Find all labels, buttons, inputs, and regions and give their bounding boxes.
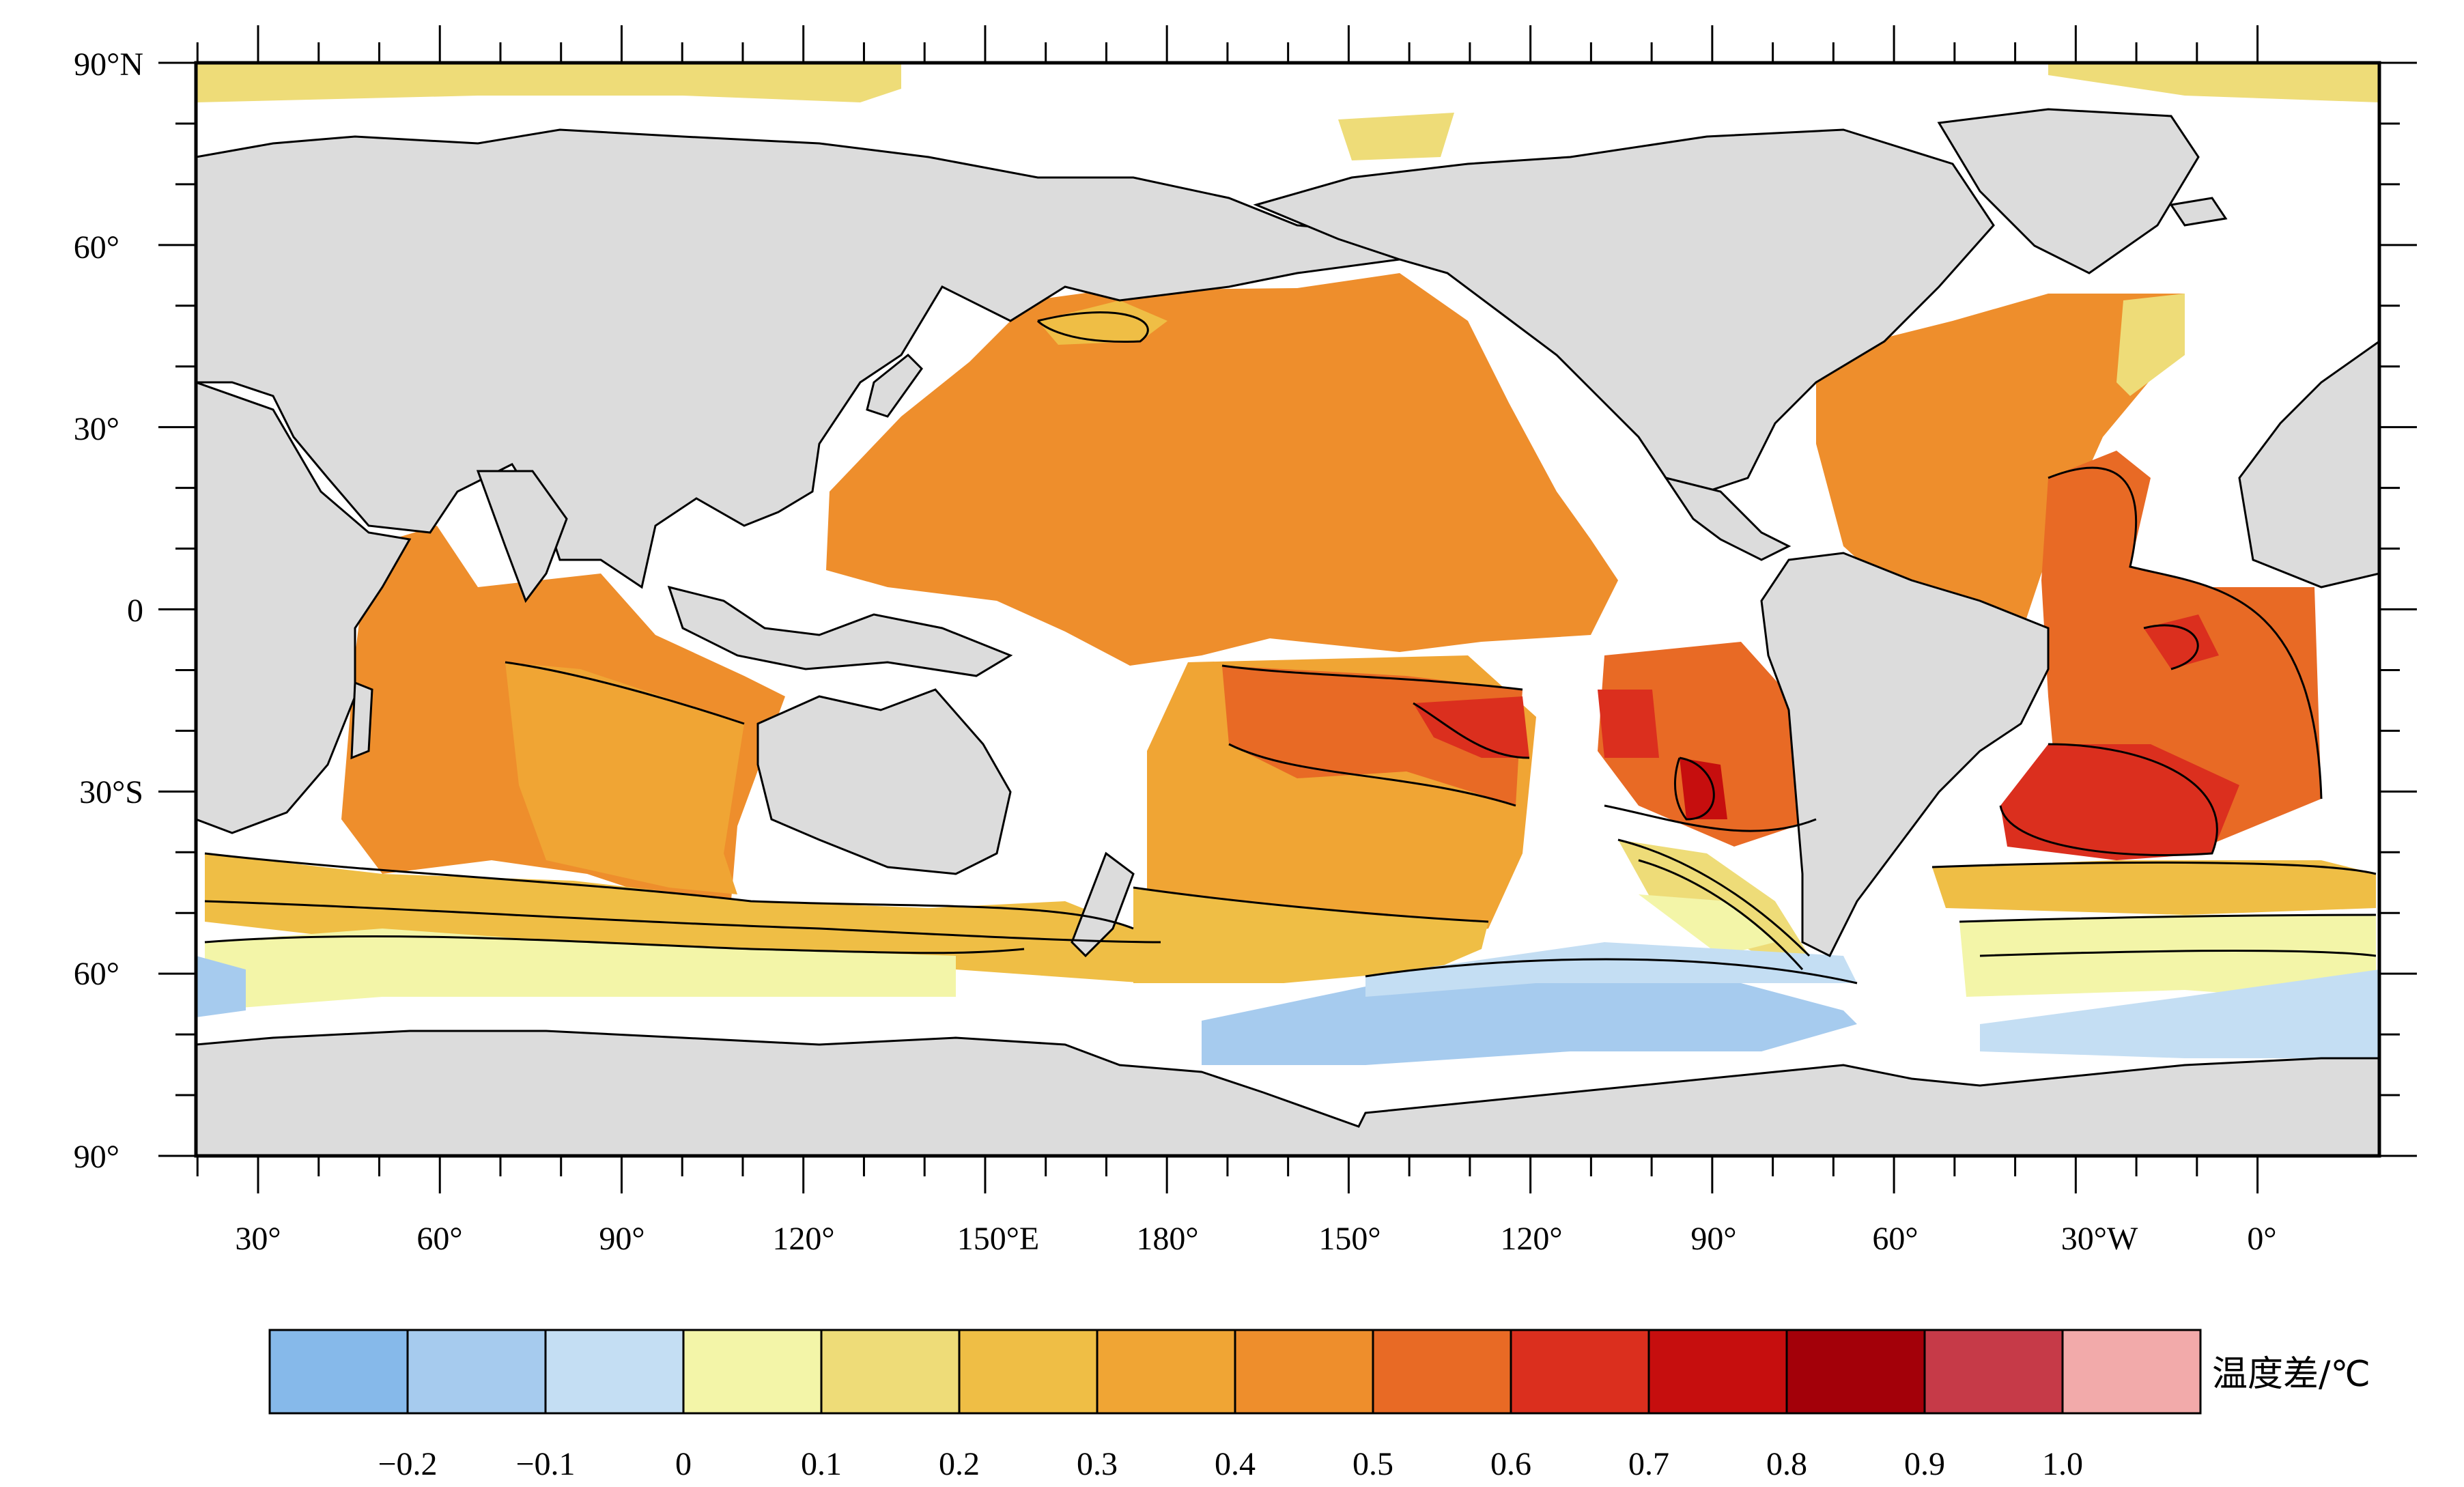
land-central-america xyxy=(1663,476,1792,561)
lon-label-60e: 60° xyxy=(416,1221,462,1257)
colorbar xyxy=(268,1329,2202,1415)
longitude-labels: 30° 60° 90° 120° 150°E 180° 150° 120° 90… xyxy=(235,1221,2276,1257)
land-africa xyxy=(196,381,412,834)
lon-label-30e: 30° xyxy=(235,1221,281,1257)
colorbar-swatch xyxy=(1234,1329,1374,1415)
colorbar-swatch xyxy=(820,1329,961,1415)
field-atlantic-0.6-mid xyxy=(2144,614,2219,669)
lat-label-60n: 60° xyxy=(74,229,119,266)
land-japan xyxy=(866,353,923,418)
colorbar-swatch xyxy=(958,1329,1099,1415)
colorbar-tick-label: 0.9 xyxy=(1904,1446,1945,1482)
field-indian-sector-neg xyxy=(196,956,246,1017)
latitude-labels: 90°N 60° 30° 0 30°S 60° 90° xyxy=(74,46,143,1175)
colorbar-tick-label: 0 xyxy=(675,1446,692,1482)
lon-label-150e: 150°E xyxy=(957,1221,1040,1257)
colorbar-swatch xyxy=(1923,1329,2064,1415)
colorbar-tick-label: 0.4 xyxy=(1215,1446,1256,1482)
sst-difference-map xyxy=(196,63,2379,1156)
colorbar-tick-labels: −0.2 −0.1 0 0.1 0.2 0.3 0.4 0.5 0.6 0.7 0.8 0.9 1.0 xyxy=(378,1446,2083,1482)
colorbar-swatch xyxy=(682,1329,823,1415)
colorbar-swatch xyxy=(1647,1329,1788,1415)
field-south-pacific-0.3 xyxy=(1133,888,1488,983)
field-arctic-strip-1 xyxy=(196,63,901,102)
field-se-pacific-0.6 xyxy=(1598,690,1659,758)
field-se-pacific-0.1 xyxy=(1639,894,1775,956)
colorbar-tick-label: 0.7 xyxy=(1628,1446,1669,1482)
colorbar-swatch xyxy=(406,1329,547,1415)
lon-label-180: 180° xyxy=(1136,1221,1198,1257)
field-southern-indian-0.2 xyxy=(205,853,1147,983)
field-atlantic-sector-neg xyxy=(1980,969,2379,1058)
colorbar-tick-label: −0.2 xyxy=(378,1446,437,1482)
lon-label-120e: 120° xyxy=(772,1221,834,1257)
colorbar-tick-label: 0.8 xyxy=(1766,1446,1807,1482)
land-africa-west xyxy=(2238,340,2379,589)
colorbar-swatch xyxy=(1096,1329,1236,1415)
colorbar-tick-label: 0.5 xyxy=(1353,1446,1393,1482)
contour-lines xyxy=(204,311,2377,985)
colorbar-tick-label: 0.6 xyxy=(1490,1446,1531,1482)
lat-label-90s: 90° xyxy=(74,1139,119,1175)
field-se-pacific-0.7 xyxy=(1680,758,1727,819)
land-australia xyxy=(756,688,1012,875)
colorbar-tick-label: 0.2 xyxy=(939,1446,980,1482)
lat-label-eq: 0 xyxy=(127,593,143,629)
land-greenland xyxy=(1937,108,2200,274)
land-maritime-continent xyxy=(667,585,1013,677)
colorbar-tick-label: 1.0 xyxy=(2042,1446,2083,1482)
field-arctic-strip-3 xyxy=(1338,113,1454,160)
field-southern-ocean-0.1 xyxy=(205,929,956,1010)
lon-label-90w: 90° xyxy=(1690,1221,1736,1257)
land-masses xyxy=(196,108,2379,1156)
colorbar-swatch xyxy=(1785,1329,1926,1415)
field-indian-0.3 xyxy=(505,662,744,894)
lon-label-150w: 150° xyxy=(1318,1221,1380,1257)
land-madagascar xyxy=(350,681,373,760)
field-south-pacific-0.5 xyxy=(1222,666,1523,806)
lon-label-30w: 30°W xyxy=(2061,1221,2138,1257)
colorbar-swatch xyxy=(268,1329,409,1415)
colorbar-swatch xyxy=(1510,1329,1650,1415)
lat-label-30s: 30°S xyxy=(79,774,143,810)
field-north-atlantic-0.2 xyxy=(2116,294,2185,396)
field-south-pacific-0.6 xyxy=(1413,696,1529,758)
land-north-america xyxy=(1253,128,1995,493)
axis-ticks xyxy=(158,25,2417,1193)
field-arctic-strip-2 xyxy=(2048,63,2379,102)
colorbar-swatch xyxy=(1372,1329,1512,1415)
colorbar-tick-label: 0.1 xyxy=(801,1446,842,1482)
colorbar-swatch xyxy=(2061,1329,2202,1415)
lon-label-0: 0° xyxy=(2247,1221,2276,1257)
colorbar-tick-label: −0.1 xyxy=(515,1446,575,1482)
land-eurasia xyxy=(196,128,1402,589)
colorbar-title: 温度差/℃ xyxy=(2212,1354,2370,1395)
lon-label-120w: 120° xyxy=(1500,1221,1562,1257)
field-pacific-0.4 xyxy=(826,273,1618,666)
lon-label-60w: 60° xyxy=(1872,1221,1918,1257)
land-antarctica xyxy=(196,1030,2379,1156)
colorbar-tick-label: 0.3 xyxy=(1077,1446,1118,1482)
lat-label-60s: 60° xyxy=(74,956,119,992)
field-antarctic-neg-0 xyxy=(1365,942,1857,997)
colorbar-swatch xyxy=(544,1329,685,1415)
lon-label-90e: 90° xyxy=(599,1221,645,1257)
lat-label-30n: 30° xyxy=(74,411,119,447)
land-iceland xyxy=(2169,197,2228,227)
lat-label-90n: 90°N xyxy=(74,46,143,83)
field-south-atlantic-0.1 xyxy=(1959,915,2376,1004)
field-atlantic-0.4 xyxy=(1816,294,2185,655)
land-new-zealand xyxy=(1071,851,1135,958)
field-pacific-0.5-north xyxy=(1038,300,1167,345)
field-south-atlantic-0.3 xyxy=(1932,860,2376,915)
land-india xyxy=(476,470,568,604)
land-south-america xyxy=(1760,552,2050,958)
